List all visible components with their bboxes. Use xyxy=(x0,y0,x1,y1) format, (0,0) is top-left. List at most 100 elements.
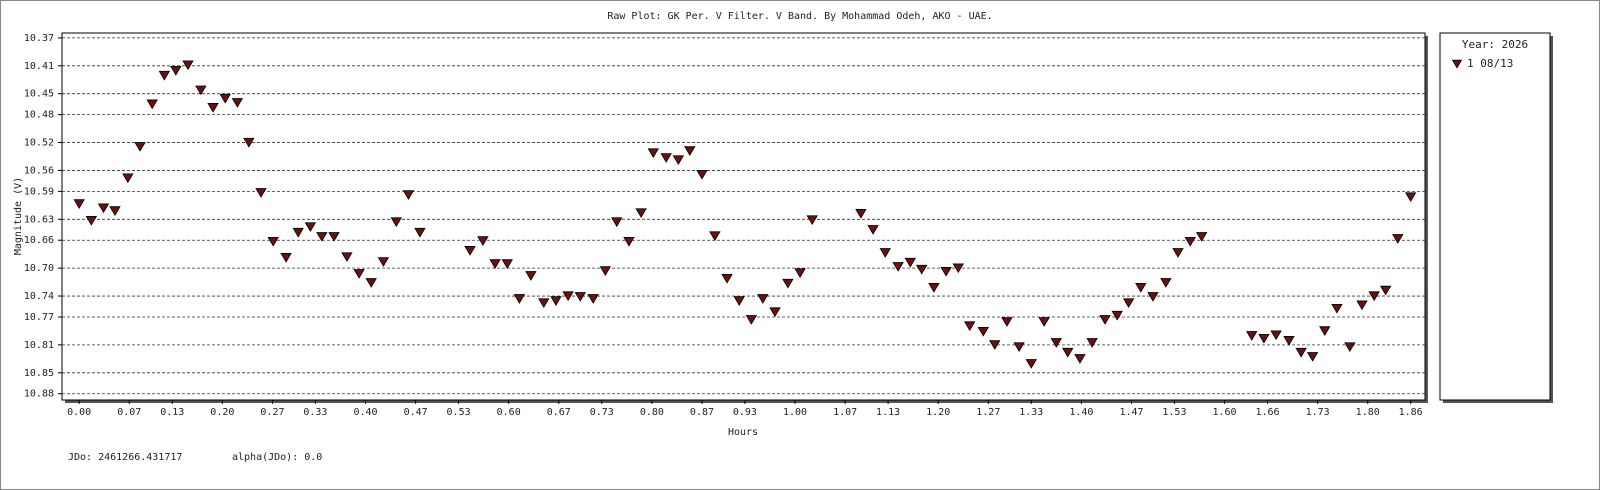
marker xyxy=(782,278,794,289)
marker xyxy=(97,203,110,214)
marker xyxy=(1160,278,1172,288)
y-tick-label: 10.37 xyxy=(24,33,54,44)
x-tick-label: 0.67 xyxy=(547,407,571,418)
marker xyxy=(1331,303,1343,314)
x-tick-label: 0.33 xyxy=(303,407,327,418)
x-tick-label: 1.66 xyxy=(1255,407,1279,418)
marker xyxy=(1270,330,1282,341)
marker xyxy=(109,206,121,216)
marker xyxy=(255,188,267,198)
marker xyxy=(219,93,231,104)
marker xyxy=(806,215,818,226)
marker xyxy=(1135,283,1147,293)
marker xyxy=(134,142,146,152)
marker xyxy=(794,268,806,279)
marker xyxy=(477,236,489,246)
marker xyxy=(684,146,696,156)
marker xyxy=(328,232,340,242)
marker xyxy=(696,169,708,180)
marker xyxy=(1025,359,1037,369)
annotation: JDo: 2461266.431717 xyxy=(68,452,182,463)
marker xyxy=(769,307,781,318)
marker xyxy=(292,227,304,238)
x-tick-label: 0.93 xyxy=(733,407,757,418)
marker xyxy=(574,292,586,302)
marker xyxy=(562,291,574,302)
marker xyxy=(122,173,134,184)
plot-area xyxy=(61,32,1426,401)
marker xyxy=(977,326,990,337)
chart-title: Raw Plot: GK Per. V Filter. V Band. By M… xyxy=(607,11,992,22)
marker xyxy=(879,248,891,258)
marker xyxy=(1111,310,1123,321)
marker xyxy=(353,269,365,279)
marker xyxy=(1099,315,1111,325)
marker xyxy=(1246,331,1258,341)
y-tick-label: 10.56 xyxy=(24,165,54,176)
marker xyxy=(1283,336,1295,346)
marker xyxy=(855,209,867,219)
marker xyxy=(1295,347,1307,358)
marker xyxy=(1172,248,1184,258)
marker xyxy=(1368,291,1380,302)
marker xyxy=(377,257,390,267)
marker xyxy=(207,103,219,113)
legend-label: 1 08/13 xyxy=(1467,57,1513,70)
marker xyxy=(611,217,623,228)
marker xyxy=(170,66,182,76)
x-tick-label: 0.80 xyxy=(640,407,664,418)
legend-box xyxy=(1439,32,1551,401)
y-tick-label: 10.70 xyxy=(24,263,54,274)
x-tick-label: 0.47 xyxy=(404,407,428,418)
marker xyxy=(647,148,660,159)
marker xyxy=(1404,192,1417,203)
y-tick-label: 10.74 xyxy=(24,291,54,302)
marker xyxy=(1356,300,1368,311)
legend-title: Year: 2026 xyxy=(1462,38,1528,51)
marker xyxy=(365,278,377,288)
y-tick-label: 10.41 xyxy=(24,61,54,72)
marker xyxy=(280,253,292,263)
x-tick-label: 1.53 xyxy=(1162,407,1186,418)
marker xyxy=(757,294,769,304)
x-tick-label: 1.40 xyxy=(1069,407,1093,418)
marker xyxy=(1195,232,1208,242)
marker xyxy=(464,246,476,256)
marker xyxy=(1258,333,1270,344)
marker xyxy=(623,236,635,247)
x-tick-label: 1.73 xyxy=(1306,407,1330,418)
marker xyxy=(414,227,426,238)
marker xyxy=(635,208,647,219)
x-tick-label: 0.40 xyxy=(353,407,377,418)
annotation: alpha(JDo): 0.0 xyxy=(232,452,322,463)
marker xyxy=(304,222,317,233)
marker xyxy=(182,60,194,71)
marker xyxy=(904,257,916,268)
marker xyxy=(892,262,904,272)
y-tick-label: 10.66 xyxy=(24,235,54,246)
marker xyxy=(587,294,599,304)
marker xyxy=(1392,234,1404,244)
x-tick-label: 0.20 xyxy=(210,407,234,418)
x-tick-label: 0.07 xyxy=(117,407,141,418)
y-axis-title: Magnitude (V) xyxy=(13,177,24,255)
y-tick-label: 10.63 xyxy=(24,214,54,225)
marker xyxy=(267,236,279,247)
x-tick-label: 1.07 xyxy=(833,407,857,418)
x-tick-label: 1.80 xyxy=(1356,407,1380,418)
x-tick-label: 1.86 xyxy=(1399,407,1423,418)
marker xyxy=(85,216,98,226)
marker xyxy=(1038,317,1050,327)
marker xyxy=(672,155,685,166)
marker xyxy=(341,252,353,263)
marker xyxy=(660,153,672,163)
x-tick-label: 0.13 xyxy=(160,407,184,418)
marker xyxy=(195,85,207,96)
x-tick-label: 1.20 xyxy=(926,407,950,418)
marker xyxy=(513,294,526,304)
y-tick-label: 10.85 xyxy=(24,368,54,379)
x-tick-label: 0.73 xyxy=(590,407,614,418)
marker xyxy=(390,217,403,228)
marker xyxy=(1379,285,1392,296)
